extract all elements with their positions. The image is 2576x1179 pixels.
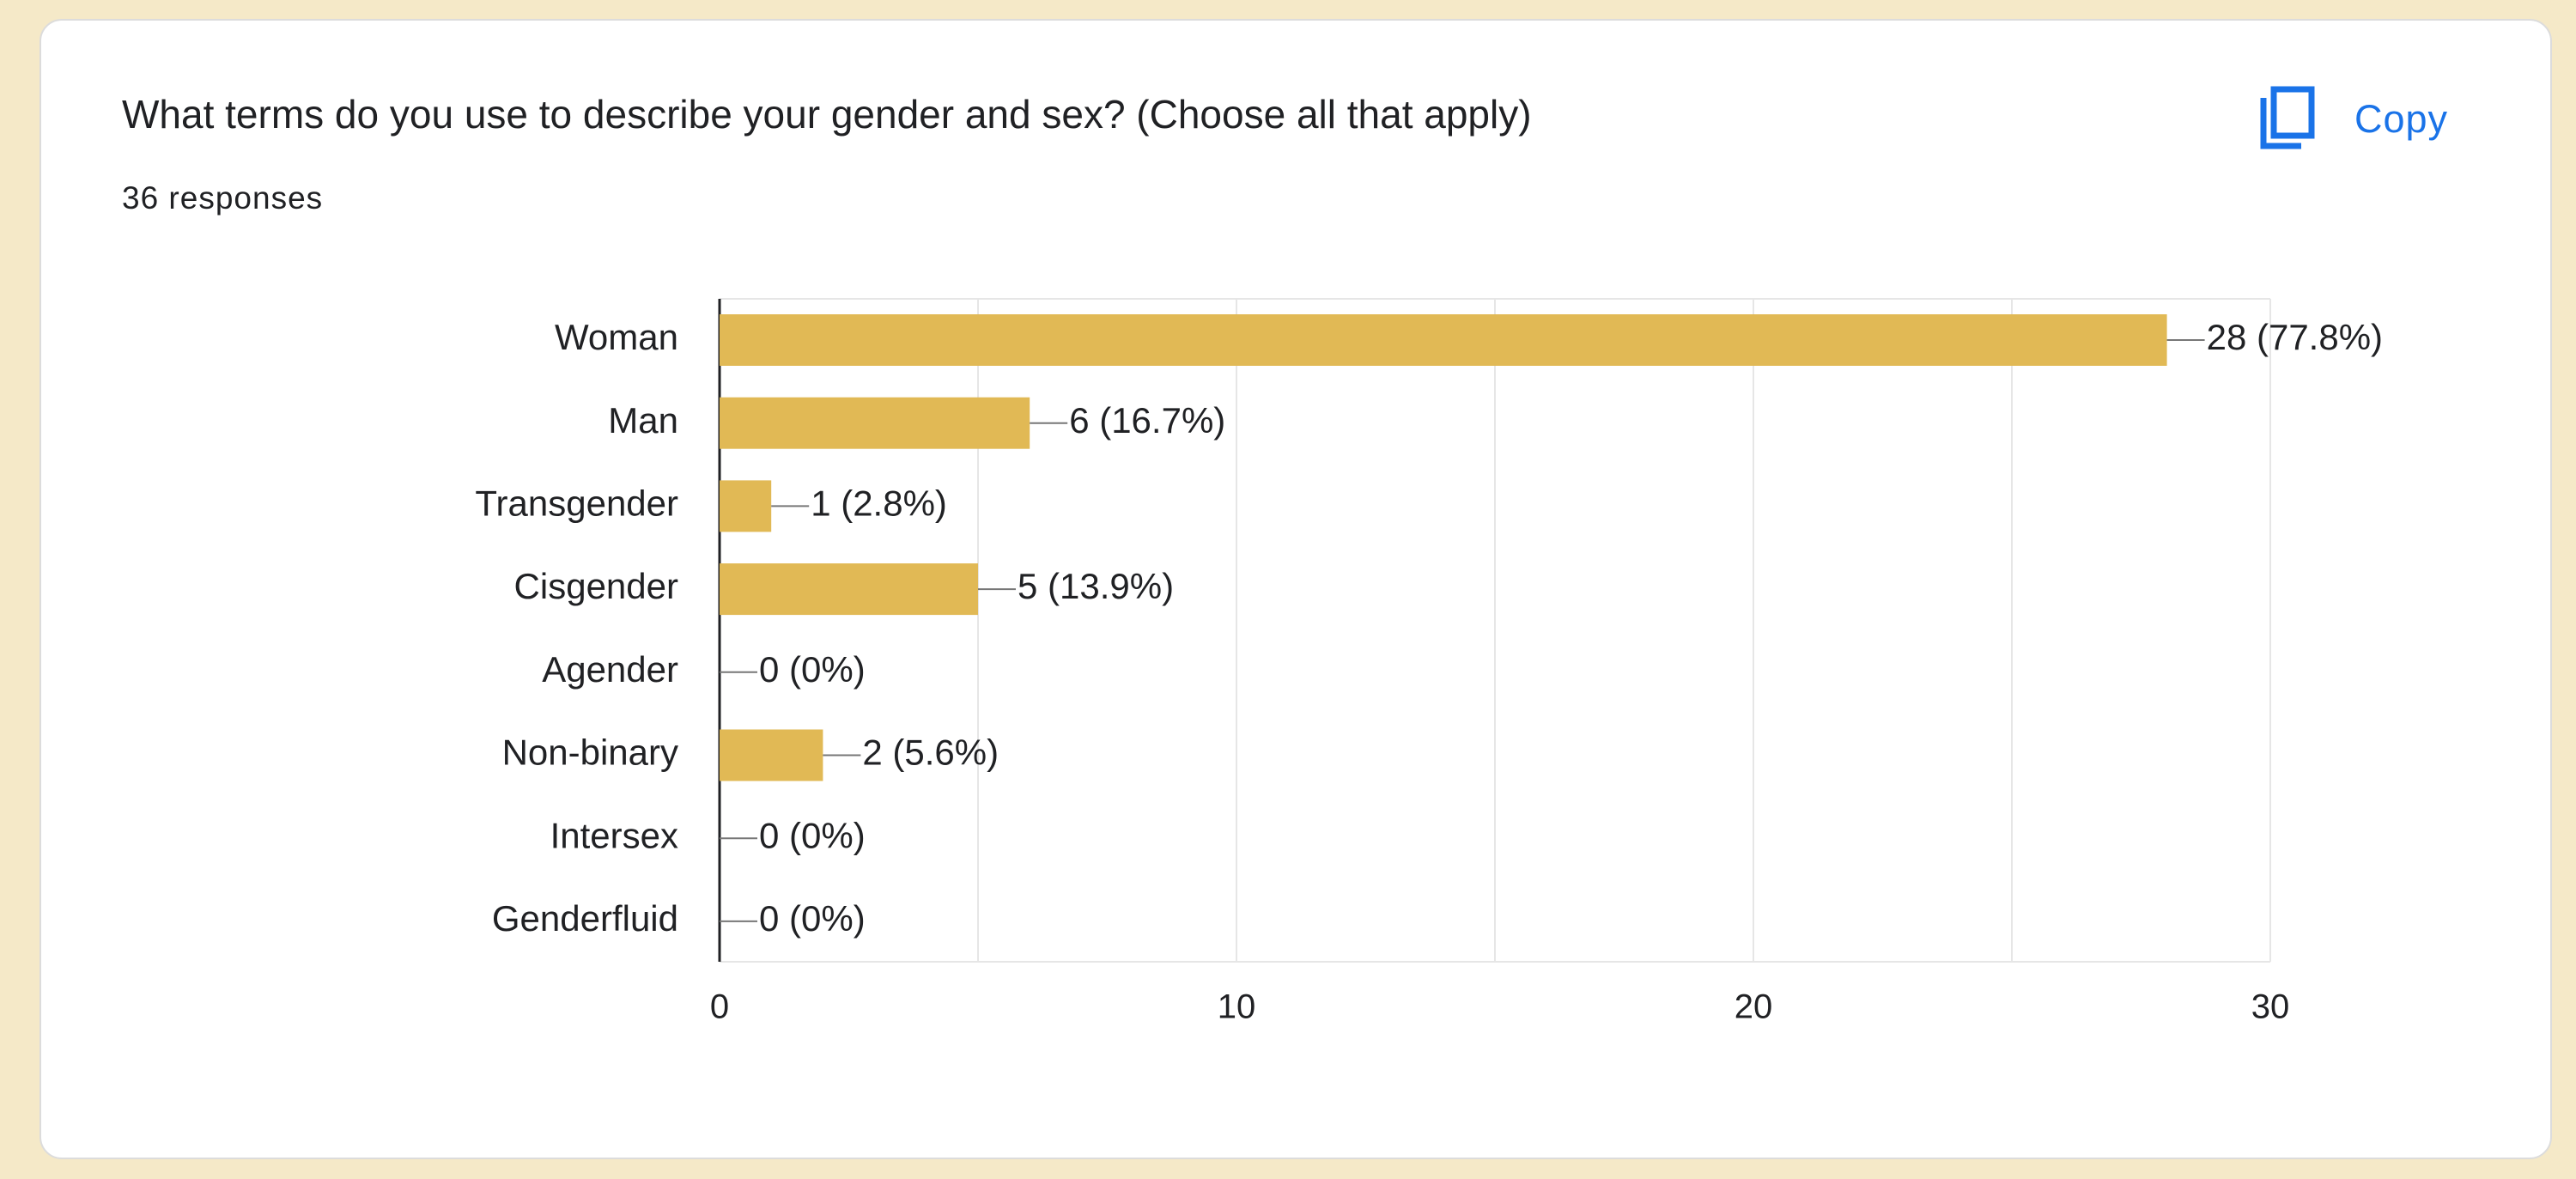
- copy-label: Copy: [2354, 97, 2449, 141]
- bar: [720, 563, 978, 616]
- category-label: Intersex: [550, 815, 678, 855]
- bar: [720, 729, 823, 781]
- category-label: Non-binary: [502, 732, 678, 773]
- x-tick-label: 30: [2251, 988, 2290, 1026]
- data-label: 0 (0%): [759, 898, 866, 939]
- bar: [720, 397, 1030, 449]
- response-count: 36 responses: [122, 180, 324, 216]
- data-label: 1 (2.8%): [811, 483, 947, 523]
- bar: [720, 314, 2167, 366]
- data-label: 28 (77.8%): [2207, 317, 2383, 357]
- data-label: 6 (16.7%): [1069, 400, 1225, 441]
- category-label: Woman: [555, 317, 678, 357]
- copy-button[interactable]: Copy: [2257, 72, 2514, 167]
- x-tick-label: 20: [1735, 988, 1773, 1026]
- data-label: 0 (0%): [759, 815, 866, 855]
- copy-icon: [2257, 86, 2317, 153]
- data-label: 5 (13.9%): [1018, 566, 1174, 606]
- bar: [720, 480, 772, 532]
- question-card: What terms do you use to describe your g…: [39, 19, 2552, 1159]
- category-label: Man: [608, 400, 678, 441]
- x-tick-label: 10: [1218, 988, 1256, 1026]
- category-label: Agender: [542, 649, 678, 690]
- x-tick-label: 0: [710, 988, 729, 1026]
- category-label: Genderfluid: [492, 898, 678, 939]
- data-label: 2 (5.6%): [862, 732, 999, 773]
- category-label: Transgender: [475, 483, 678, 523]
- category-label: Cisgender: [514, 566, 678, 606]
- data-label: 0 (0%): [759, 649, 866, 690]
- question-title: What terms do you use to describe your g…: [122, 92, 1532, 137]
